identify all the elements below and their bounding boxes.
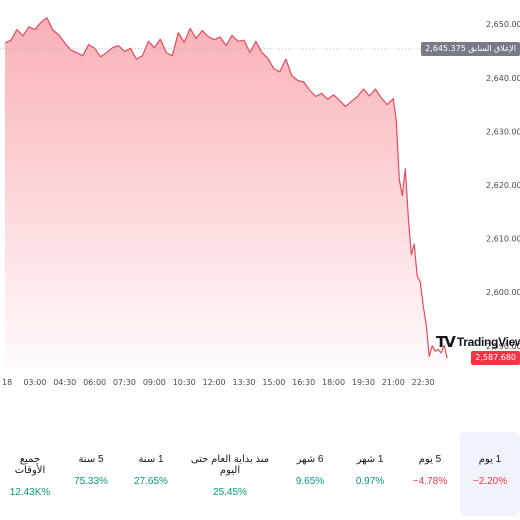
chart-canvas[interactable]: 2,650.000 2,640.000 2,630.000 2,620.000 2,61… [0, 0, 520, 395]
tradingview-logo[interactable]: TV TradingView [436, 332, 520, 352]
performance-periods: 1 يوم −2.20% 5 يوم −4.78% 1 شهر 0.97% 6 شهر 9.6… [0, 432, 520, 518]
prev-close-value: 2,645.375 [425, 43, 466, 53]
period-label: منذ بداية العام حتى اليوم [190, 454, 270, 476]
period-tab-1[interactable]: 5 يوم −4.78% [400, 432, 460, 516]
x-tick-label: 04:30 [53, 378, 76, 387]
y-tick-label: 2,590.000 [486, 342, 520, 351]
x-tick-label: 09:00 [143, 378, 166, 387]
x-tick-label: 21:00 [382, 378, 405, 387]
x-tick-label: 18 [2, 378, 12, 387]
x-tick-label: 07:30 [113, 378, 136, 387]
period-change-value: 12.43K% [9, 487, 51, 498]
period-tab-5[interactable]: 1 سنة 27.65% [122, 432, 180, 516]
period-label: 1 سنة [138, 454, 164, 465]
x-tick-label: 06:00 [83, 378, 106, 387]
period-label: 6 شهر [296, 454, 324, 465]
x-tick-label: 16:30 [292, 378, 315, 387]
x-tick-label: 22:30 [412, 378, 435, 387]
period-label: 1 يوم [478, 454, 502, 465]
y-tick-label: 2,640.000 [486, 74, 520, 83]
last-price-badge: 2,587.680 [471, 351, 520, 366]
period-tab-2[interactable]: 1 شهر 0.97% [340, 432, 400, 516]
x-tick-label: 18:00 [322, 378, 345, 387]
y-tick-label: 2,620.000 [486, 181, 520, 190]
x-tick-label: 19:30 [352, 378, 375, 387]
y-tick-label: 2,630.000 [486, 127, 520, 136]
price-series-line [4, 17, 448, 359]
x-tick-label: 10:30 [173, 378, 196, 387]
x-tick-label: 03:00 [23, 378, 46, 387]
period-label: 5 سنة [78, 454, 104, 465]
tradingview-logo-icon: TV [436, 333, 456, 351]
period-change-value: 0.97% [355, 476, 385, 487]
period-change-value: 9.65% [295, 476, 325, 487]
period-tab-6[interactable]: 5 سنة 75.33% [60, 432, 122, 516]
price-chart[interactable]: 2,650.000 2,640.000 2,630.000 2,620.000 2,61… [0, 0, 520, 395]
y-tick-label: 2,650.000 [486, 20, 520, 29]
period-change-value: 27.65% [134, 476, 168, 487]
period-change-value: −4.78% [412, 476, 448, 487]
prev-close-badge: الإغلاق السابق 2,645.375 [421, 41, 520, 56]
x-tick-label: 13:30 [232, 378, 255, 387]
period-tab-4[interactable]: منذ بداية العام حتى اليوم 25.45% [180, 432, 280, 516]
tradingview-wordmark: TradingView [456, 335, 520, 349]
period-change-value: −2.20% [472, 476, 508, 487]
prev-close-label: الإغلاق السابق [468, 43, 516, 53]
period-tab-0[interactable]: 1 يوم −2.20% [460, 432, 520, 516]
y-tick-label: 2,610.000 [486, 235, 520, 244]
x-tick-label: 12:00 [203, 378, 226, 387]
period-label: 5 يوم [418, 454, 442, 465]
price-area-fill [5, 17, 448, 370]
period-tab-7[interactable]: جميع الأوقات 12.43K% [0, 432, 60, 516]
period-change-value: 25.45% [213, 487, 247, 498]
period-label: 1 شهر [356, 454, 384, 465]
period-tab-3[interactable]: 6 شهر 9.65% [280, 432, 340, 516]
y-tick-label: 2,600.000 [486, 288, 520, 297]
period-label: جميع الأوقات [14, 454, 46, 476]
period-change-value: 75.33% [74, 476, 108, 487]
x-tick-label: 15:00 [262, 378, 285, 387]
